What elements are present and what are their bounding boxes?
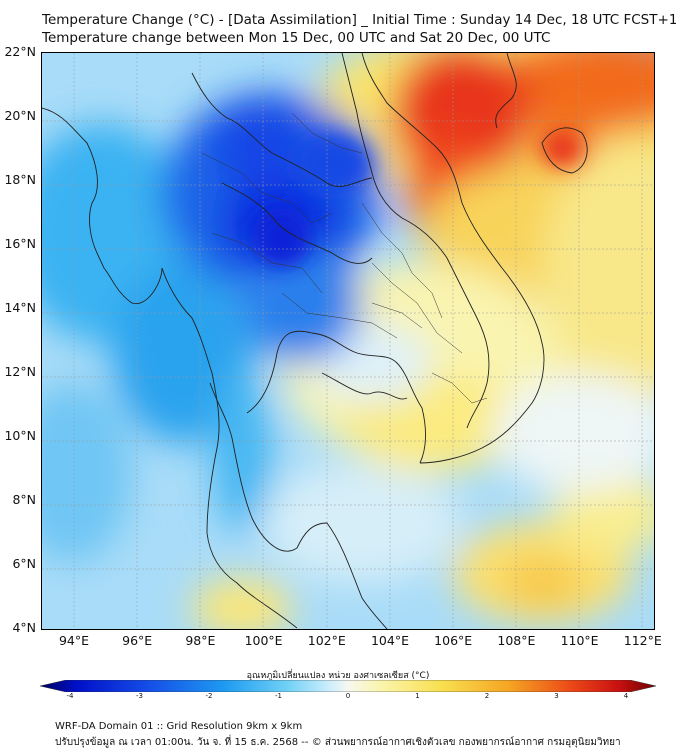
colorbar-label: อุณหภูมิเปลี่ยนแปลง หน่วย องศาเซลเซียส (… [246, 671, 430, 681]
lon-tick-label: 98°E [185, 633, 216, 648]
footer-line-2: ปรับปรุงข้อมูล ณ เวลา 01:00น. วัน จ. ที่… [55, 737, 621, 748]
colorbar-tick-label: 2 [484, 692, 490, 700]
colorbar [40, 680, 656, 692]
lat-tick-label: 16°N [4, 236, 36, 251]
temperature-change-map [41, 52, 655, 630]
lon-tick-label: 104°E [370, 633, 409, 648]
lat-tick-label: 10°N [4, 428, 36, 443]
lat-tick-label: 4°N [12, 620, 36, 635]
title-line-2: Temperature change between Mon 15 Dec, 0… [42, 30, 551, 46]
lon-tick-label: 112°E [623, 633, 662, 648]
lat-tick-label: 8°N [12, 492, 36, 507]
colorbar-tick-label: 1 [415, 692, 420, 700]
lon-tick-label: 100°E [244, 633, 283, 648]
lat-tick-label: 14°N [4, 300, 36, 315]
colorbar-tick-label: 0 [345, 692, 351, 700]
colorbar-tick-label: 4 [623, 692, 629, 700]
colorbar-tick-label: -3 [136, 692, 143, 700]
colorbar-tick-label: 3 [554, 692, 559, 700]
lon-tick-label: 106°E [434, 633, 473, 648]
footer-line-1: WRF-DA Domain 01 :: Grid Resolution 9km … [55, 721, 303, 732]
province-boundaries [201, 112, 488, 404]
lat-tick-label: 22°N [4, 44, 36, 59]
colorbar-tick-label: -1 [275, 692, 282, 700]
lon-tick-label: 96°E [122, 633, 153, 648]
colorbar-tick-label: -4 [66, 692, 74, 700]
lon-tick-label: 110°E [560, 633, 599, 648]
temperature-field [42, 53, 654, 629]
lat-tick-label: 6°N [12, 556, 36, 571]
lat-tick-label: 20°N [4, 108, 36, 123]
lon-tick-label: 102°E [307, 633, 346, 648]
colorbar-tick-label: -2 [205, 692, 213, 700]
country-boundaries [42, 53, 588, 629]
lat-tick-label: 18°N [4, 172, 36, 187]
lon-tick-label: 108°E [497, 633, 536, 648]
lat-tick-label: 12°N [4, 364, 36, 379]
lon-tick-label: 94°E [58, 633, 90, 648]
gridlines [42, 53, 654, 629]
title-line-1: Temperature Change (°C) - [Data Assimila… [42, 12, 676, 28]
